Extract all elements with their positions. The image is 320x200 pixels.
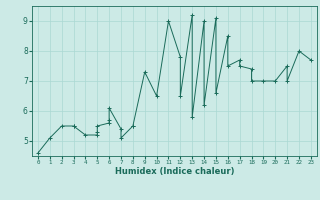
X-axis label: Humidex (Indice chaleur): Humidex (Indice chaleur) [115,167,234,176]
